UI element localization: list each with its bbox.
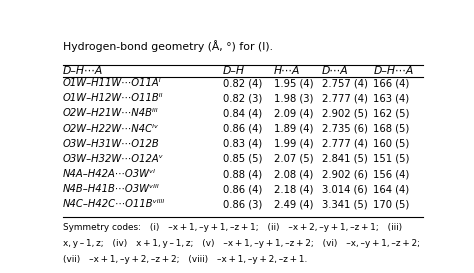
Text: 0.86 (4): 0.86 (4) [223, 184, 262, 194]
Text: O1W–H12W⋯O11Bᴵᴵ: O1W–H12W⋯O11Bᴵᴵ [63, 93, 164, 103]
Text: 0.86 (4): 0.86 (4) [223, 124, 262, 133]
Text: D–H⋯A: D–H⋯A [374, 66, 414, 76]
Text: 160 (5): 160 (5) [374, 139, 410, 149]
Text: N4B–H41B⋯O3Wᵛᴵᴵᴵ: N4B–H41B⋯O3Wᵛᴵᴵᴵ [63, 184, 160, 194]
Text: 0.85 (5): 0.85 (5) [223, 154, 262, 164]
Text: 2.757 (4): 2.757 (4) [322, 78, 368, 88]
Text: 3.014 (6): 3.014 (6) [322, 184, 367, 194]
Text: 3.341 (5): 3.341 (5) [322, 199, 367, 209]
Text: 0.84 (4): 0.84 (4) [223, 108, 262, 118]
Text: 1.89 (4): 1.89 (4) [274, 124, 313, 133]
Text: N4A–H42A⋯O3Wᵛᴵ: N4A–H42A⋯O3Wᵛᴵ [63, 169, 156, 179]
Text: 2.902 (5): 2.902 (5) [322, 108, 368, 118]
Text: 1.95 (4): 1.95 (4) [274, 78, 314, 88]
Text: D–H⋯A: D–H⋯A [63, 66, 103, 76]
Text: D–H: D–H [223, 66, 245, 76]
Text: (vii) –x + 1, –y + 2, –z + 2; (viii) –x + 1, –y + 2, –z + 1.: (vii) –x + 1, –y + 2, –z + 2; (viii) –x … [63, 254, 307, 263]
Text: H⋯A: H⋯A [274, 66, 301, 76]
Text: 2.902 (6): 2.902 (6) [322, 169, 368, 179]
Text: D⋯A: D⋯A [322, 66, 349, 76]
Text: x, y – 1, z; (iv) x + 1, y – 1, z; (v) –x + 1, –y + 1, –z + 2; (vi) –x, –y + 1, : x, y – 1, z; (iv) x + 1, y – 1, z; (v) –… [63, 239, 420, 248]
Text: 162 (5): 162 (5) [374, 108, 410, 118]
Text: 2.08 (4): 2.08 (4) [274, 169, 313, 179]
Text: 0.86 (3): 0.86 (3) [223, 199, 262, 209]
Text: O3W–H31W⋯O12B: O3W–H31W⋯O12B [63, 139, 160, 149]
Text: 2.49 (4): 2.49 (4) [274, 199, 313, 209]
Text: 166 (4): 166 (4) [374, 78, 410, 88]
Text: O3W–H32W⋯O12Aᵛ: O3W–H32W⋯O12Aᵛ [63, 154, 164, 164]
Text: 170 (5): 170 (5) [374, 199, 410, 209]
Text: 163 (4): 163 (4) [374, 93, 410, 103]
Text: 0.82 (4): 0.82 (4) [223, 78, 262, 88]
Text: 2.777 (4): 2.777 (4) [322, 93, 368, 103]
Text: 0.83 (4): 0.83 (4) [223, 139, 262, 149]
Text: 168 (5): 168 (5) [374, 124, 410, 133]
Text: Hydrogen-bond geometry (Å, °) for (I).: Hydrogen-bond geometry (Å, °) for (I). [63, 40, 273, 52]
Text: O2W–H22W⋯N4Cᴵᵛ: O2W–H22W⋯N4Cᴵᵛ [63, 124, 159, 133]
Text: O1W–H11W⋯O11Aᴵ: O1W–H11W⋯O11Aᴵ [63, 78, 162, 88]
Text: 151 (5): 151 (5) [374, 154, 410, 164]
Text: N4C–H42C⋯O11Bᵛᴵᴵᴵᴵ: N4C–H42C⋯O11Bᵛᴵᴵᴵᴵ [63, 199, 165, 209]
Text: 0.88 (4): 0.88 (4) [223, 169, 262, 179]
Text: 156 (4): 156 (4) [374, 169, 410, 179]
Text: Symmetry codes: (i) –x + 1, –y + 1, –z + 1; (ii) –x + 2, –y + 1, –z + 1; (iii): Symmetry codes: (i) –x + 1, –y + 1, –z +… [63, 223, 402, 232]
Text: 0.82 (3): 0.82 (3) [223, 93, 262, 103]
Text: O2W–H21W⋯N4Bᴵᴵᴵ: O2W–H21W⋯N4Bᴵᴵᴵ [63, 108, 158, 118]
Text: 1.99 (4): 1.99 (4) [274, 139, 314, 149]
Text: 2.777 (4): 2.777 (4) [322, 139, 368, 149]
Text: 2.841 (5): 2.841 (5) [322, 154, 368, 164]
Text: 1.98 (3): 1.98 (3) [274, 93, 313, 103]
Text: 2.07 (5): 2.07 (5) [274, 154, 314, 164]
Text: 2.735 (6): 2.735 (6) [322, 124, 368, 133]
Text: 2.18 (4): 2.18 (4) [274, 184, 313, 194]
Text: 2.09 (4): 2.09 (4) [274, 108, 313, 118]
Text: 164 (4): 164 (4) [374, 184, 410, 194]
